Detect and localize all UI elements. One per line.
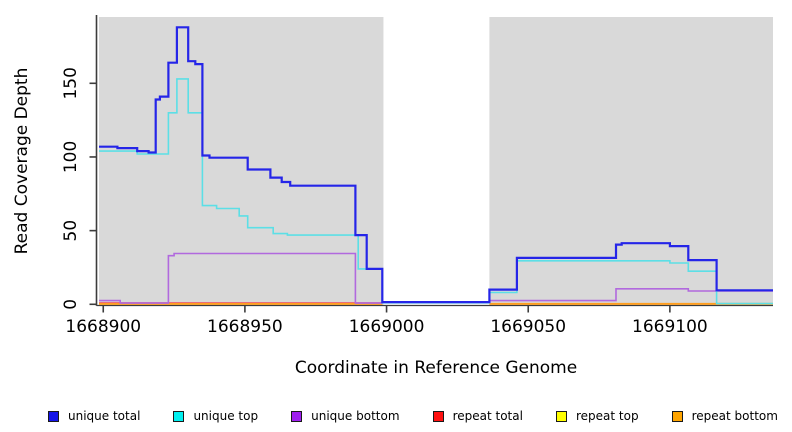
legend-item-label: repeat total	[452, 409, 523, 423]
y-tick-label: 100	[61, 141, 81, 173]
y-tick-label: 0	[61, 299, 81, 310]
y-axis-title: Read Coverage Depth	[12, 68, 32, 255]
legend-item-label: unique total	[68, 409, 141, 423]
x-tick-label: 1669100	[632, 317, 708, 337]
legend-item-repeat-top: repeat top	[555, 409, 639, 423]
legend-item-label: repeat bottom	[691, 409, 778, 423]
repeat-top-swatch	[555, 410, 567, 422]
series-unique-top	[99, 78, 773, 305]
legend-item-label: unique bottom	[311, 409, 400, 423]
unique-total-swatch	[48, 410, 59, 422]
x-axis-title: Coordinate in Reference Genome	[295, 358, 577, 378]
legend-item-label: repeat top	[575, 409, 639, 423]
x-tick-label: 1668900	[65, 317, 141, 337]
series-unique-bottom	[99, 252, 773, 304]
unique-top-swatch	[173, 410, 185, 422]
plot-area: 0 50 100 150 1668900 1668950 1669000 1669050 166…	[61, 15, 773, 337]
x-tick-label: 1669000	[349, 317, 425, 337]
y-tick-label: 50	[61, 220, 81, 242]
legend-item-unique-top: unique top	[173, 410, 258, 422]
legend: unique total unique top unique bottom repea…	[0, 410, 792, 422]
x-tick-label: 1668950	[207, 317, 283, 337]
y-tick-label: 150	[61, 67, 81, 99]
unique-bottom-swatch	[291, 410, 303, 422]
repeat-total-swatch	[432, 410, 444, 422]
legend-item-repeat-bottom: repeat bottom	[671, 409, 778, 423]
legend-item-unique-bottom: unique bottom	[291, 409, 400, 423]
background-panel-1	[99, 17, 384, 306]
background-panel-2	[489, 17, 773, 306]
x-tick-label: 1669050	[490, 317, 566, 337]
legend-item-repeat-total: repeat total	[432, 409, 523, 423]
repeat-bottom-swatch	[671, 410, 683, 422]
legend-item-unique-total: unique total	[48, 410, 140, 422]
legend-item-label: unique top	[193, 409, 259, 423]
series-unique-total	[99, 26, 773, 304]
